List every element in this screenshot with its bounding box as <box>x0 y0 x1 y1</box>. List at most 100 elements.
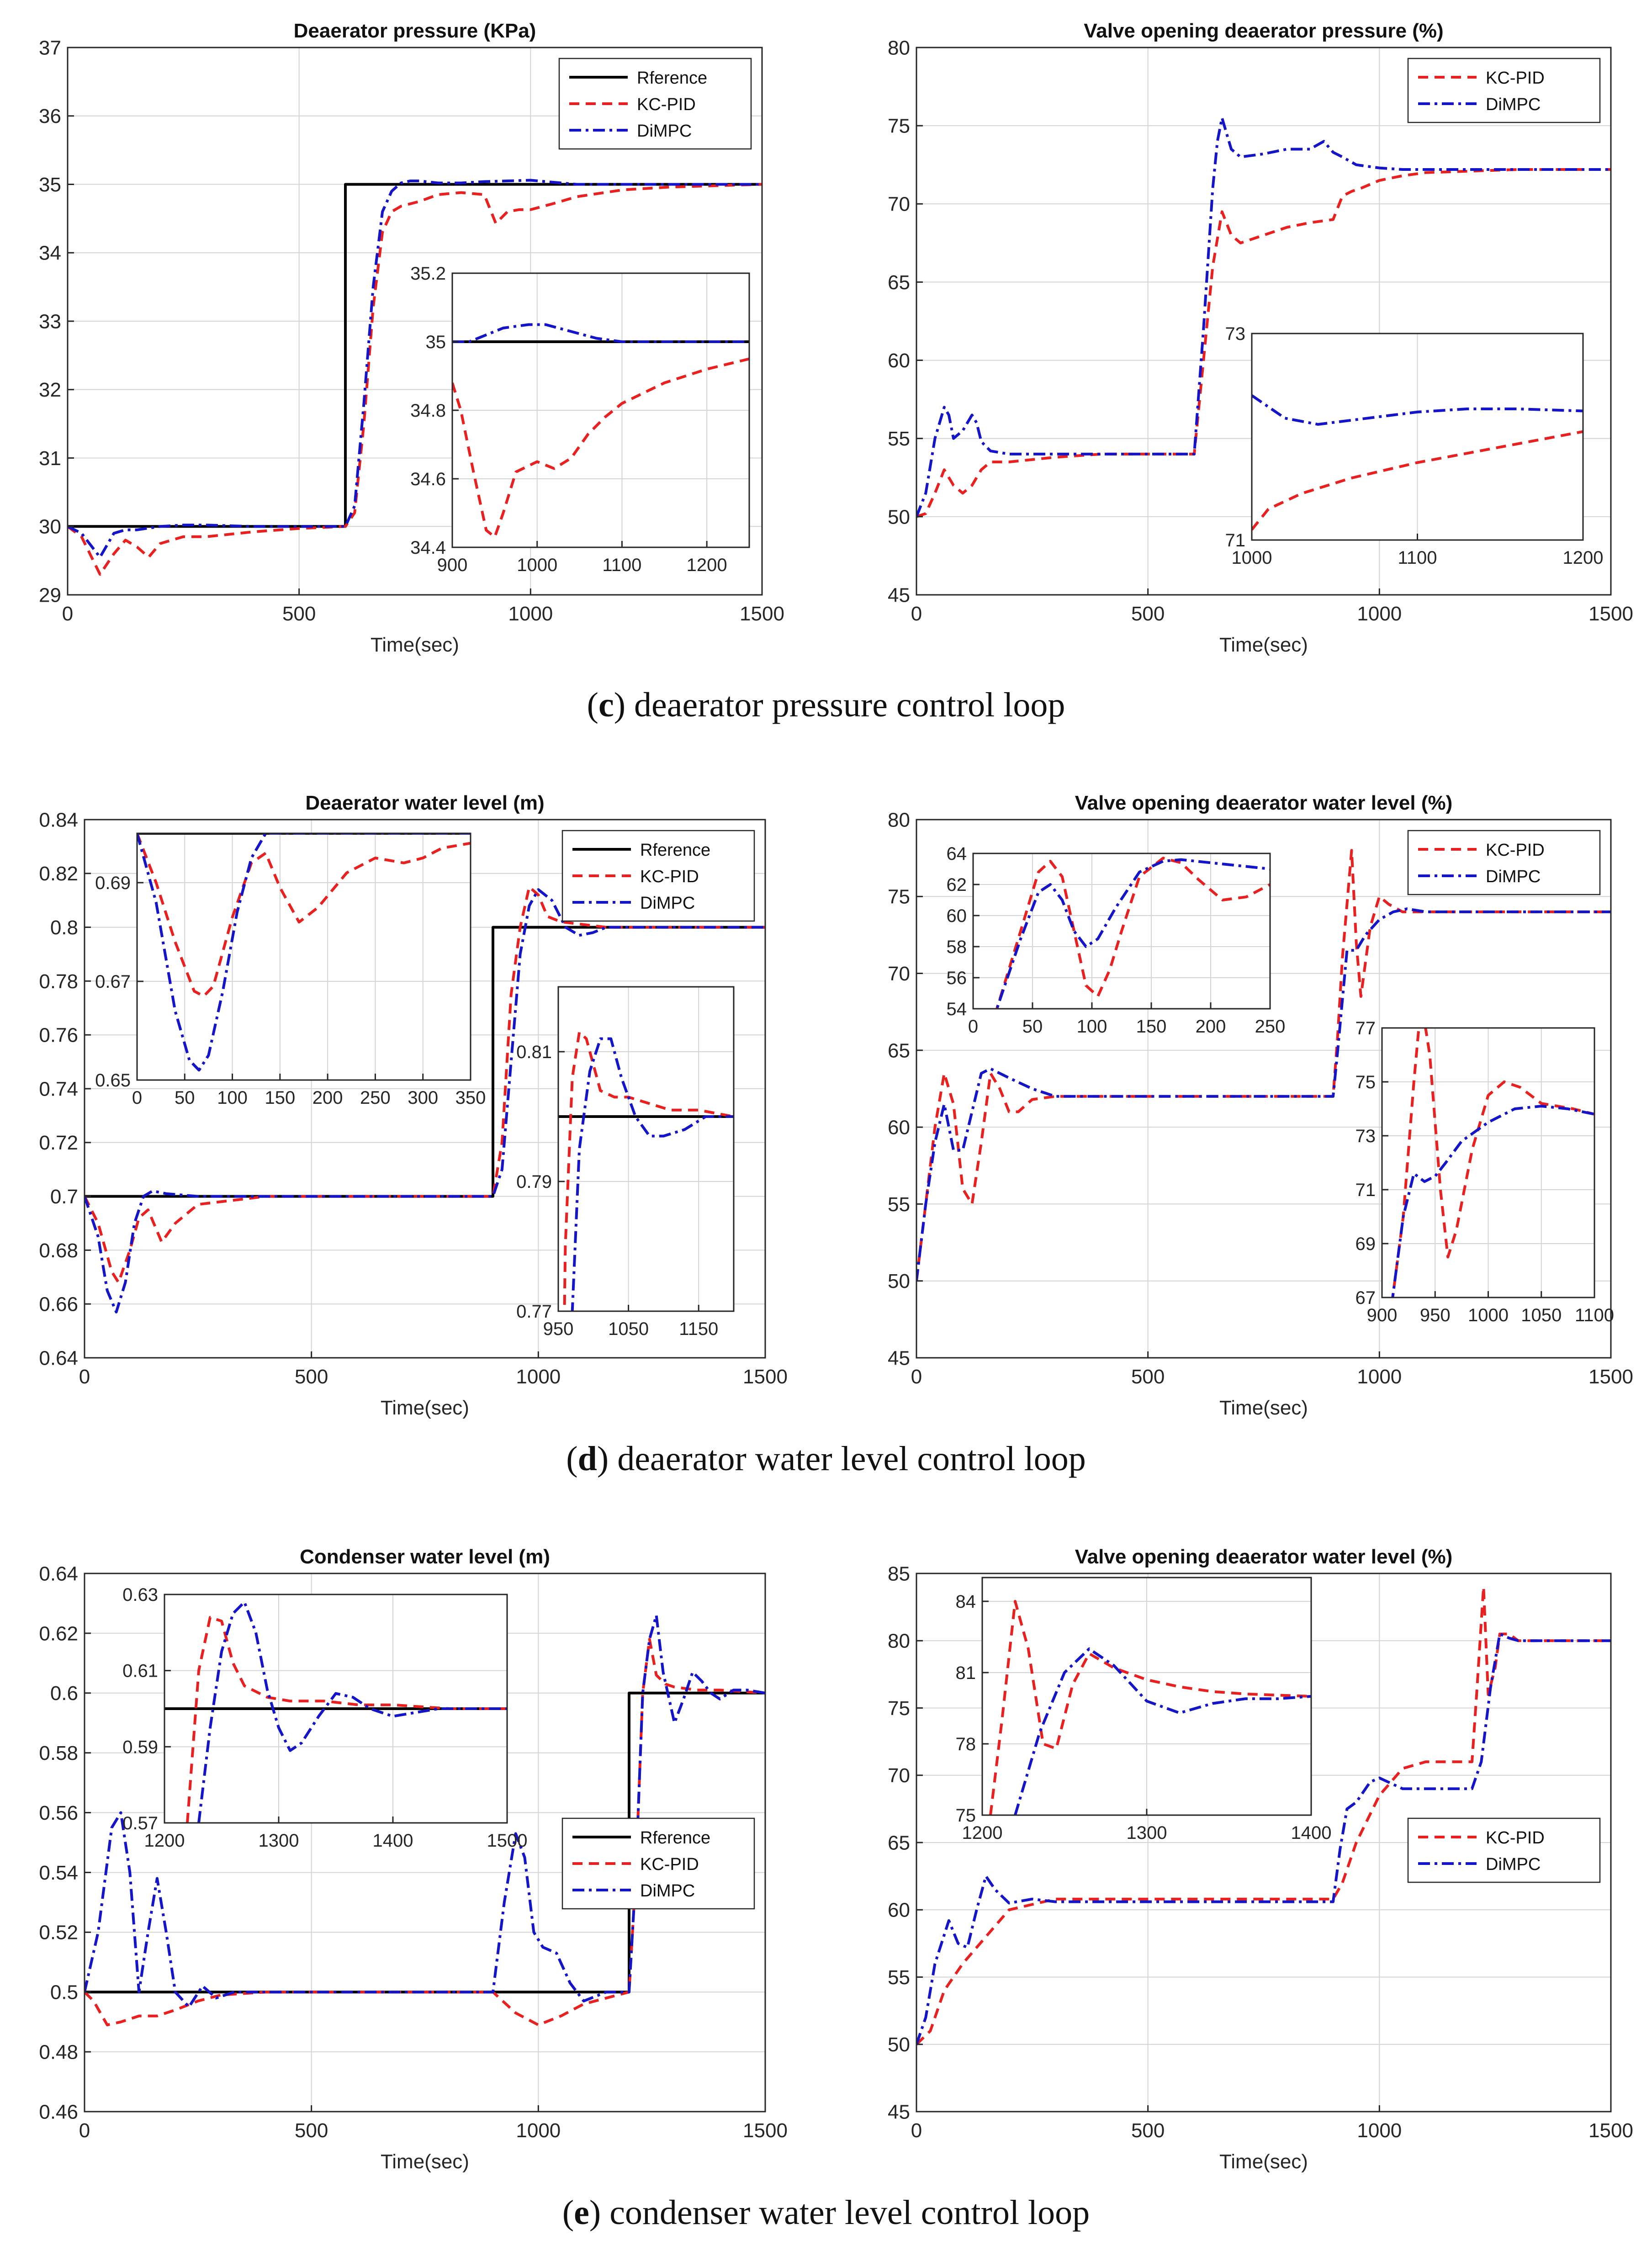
e-left-ytick-label: 0.58 <box>39 1742 78 1764</box>
e-right-ytick-label: 50 <box>888 2034 910 2056</box>
d-right-inset1-xtick-label: 250 <box>1255 1017 1286 1037</box>
c-right-ytick-label: 65 <box>888 271 910 294</box>
c-left-ytick-label: 31 <box>39 447 61 470</box>
c-right-inset1-xtick-label: 1000 <box>1232 548 1272 568</box>
e-left-ytick-label: 0.5 <box>50 1981 78 2004</box>
chart-deaerator-water-level: 0 500 1000 15000.640.660.680.70.720.740.760… <box>39 792 788 1419</box>
d-left-xtick-label: 500 <box>295 1366 328 1388</box>
e-right-ytick-label: 80 <box>888 1630 910 1652</box>
e-left-ytick-label: 0.54 <box>39 1862 78 1884</box>
d-right-inset1-xtick-label: 100 <box>1077 1017 1107 1037</box>
c-right-inset1-series-dimpc <box>1252 394 1583 426</box>
d-left-xlabel: Time(sec) <box>381 1397 469 1419</box>
d-right-inset2-xtick-label: 1000 <box>1468 1305 1509 1325</box>
c-right-inset1-ytick-label: 73 <box>1225 324 1246 344</box>
d-right-inset1-ytick-label: 56 <box>947 968 967 988</box>
e-left-inset1-xtick-label: 1400 <box>373 1831 413 1851</box>
d-left-inset1-xtick-label: 300 <box>408 1088 438 1108</box>
e-left-xtick-label: 0 <box>79 2119 90 2142</box>
d-right-inset1-xtick-label: 150 <box>1136 1017 1167 1037</box>
d-right-inset2-ytick-label: 75 <box>1355 1072 1376 1092</box>
d-left-legend-label-kcpid: KC-PID <box>640 867 699 886</box>
e-left-ytick-label: 0.46 <box>39 2101 78 2123</box>
e-left-ytick-label: 0.52 <box>39 1922 78 1944</box>
d-right-inset2-ytick-label: 69 <box>1355 1234 1376 1254</box>
d-right-inset1-ytick-label: 60 <box>947 906 967 926</box>
c-left-ytick-label: 35 <box>39 174 61 196</box>
caption-c: (c) deaerator pressure control loop <box>587 686 1065 724</box>
e-right-ytick-label: 45 <box>888 2101 910 2123</box>
c-left-inset1-series-kcpid <box>452 357 749 539</box>
c-right-ytick-label: 45 <box>888 584 910 606</box>
d-left-ytick-label: 0.64 <box>39 1347 78 1369</box>
caption-e-letter: e <box>574 2193 589 2232</box>
c-left-series-kcpid <box>68 183 762 576</box>
e-right-xtick-label: 1500 <box>1588 2119 1633 2142</box>
chart-deaerator-pressure: 0 500 1000 1500 29 30 31 32 33 34 35 36 37 Deaerator … <box>39 20 784 656</box>
d-left-inset1-plot-area <box>137 833 471 1080</box>
d-left-inset1-xtick-label: 0 <box>132 1088 142 1108</box>
e-left-inset1-series-dimpc <box>197 1600 507 1823</box>
c-right-ytick-label: 80 <box>888 37 910 59</box>
d-right-legend-label-dimpc: DiMPC <box>1486 867 1541 886</box>
e-left-inset1-xtick-label: 1200 <box>144 1831 185 1851</box>
c-right-inset1-ytick-label: 71 <box>1225 530 1246 551</box>
c-right-inset1-xtick-label: 1200 <box>1563 548 1604 568</box>
d-right-legend-label-kcpid: KC-PID <box>1486 841 1545 860</box>
c-left-inset1-ytick-label: 35.2 <box>410 264 446 284</box>
d-left-inset1-ytick-label: 0.67 <box>95 972 131 992</box>
d-left-inset2-plot-area <box>558 987 734 1311</box>
c-right-xtick-label: 1500 <box>1588 603 1633 625</box>
e-left-xtick-label: 500 <box>295 2119 328 2142</box>
e-right-ytick-label: 75 <box>888 1697 910 1720</box>
c-left-inset1-series-dimpc <box>452 323 749 343</box>
caption-c-text: deaerator pressure control loop <box>634 686 1065 724</box>
d-left-inset2-ytick-label: 0.79 <box>516 1172 552 1192</box>
d-left-inset2-series-kcpid <box>563 1031 734 1311</box>
chart-valve-opening-deaerator-water-level-e: 0 500 1000 1500 45 50 55 60 65 70 75 80 85 Valve open… <box>888 1546 1633 2173</box>
c-right-ytick-label: 60 <box>888 350 910 372</box>
d-left-inset2-ytick-label: 0.77 <box>516 1302 552 1322</box>
d-right-series-dimpc <box>916 907 1611 1282</box>
c-left-series-dimpc <box>68 179 762 559</box>
d-left-inset1-series-kcpid <box>137 833 471 998</box>
c-left-inset1-ytick-label: 35 <box>426 332 446 352</box>
c-left-legend-label-kcpid: KC-PID <box>637 95 696 114</box>
d-left-inset2-xtick-label: 1150 <box>679 1319 718 1339</box>
d-right-ytick-label: 50 <box>888 1270 910 1292</box>
d-right-ytick-label: 70 <box>888 963 910 985</box>
d-left-legend-label-dimpc: DiMPC <box>640 894 695 913</box>
d-left-ytick-label: 0.66 <box>39 1293 78 1316</box>
d-right-inset1-series-dimpc <box>995 858 1270 1009</box>
c-left-title: Deaerator pressure (KPa) <box>294 20 536 42</box>
caption-c-letter: c <box>598 686 614 724</box>
e-right-series-dimpc <box>916 1632 1611 2045</box>
d-right-inset1-frame <box>972 853 1271 1010</box>
e-right-ytick-label: 65 <box>888 1832 910 1854</box>
d-right-inset1-ytick-label: 54 <box>947 999 967 1019</box>
e-right-ytick-label: 85 <box>888 1562 910 1585</box>
d-right-inset1-xtick-label: 0 <box>968 1017 978 1037</box>
e-left-ytick-label: 0.6 <box>50 1682 78 1705</box>
c-right-ytick-label: 50 <box>888 506 910 528</box>
c-left-legend-label-reference: Rference <box>637 69 707 88</box>
e-right-inset1-series-dimpc <box>1014 1647 1311 1815</box>
e-left-ytick-label: 0.56 <box>39 1802 78 1824</box>
c-left-xtick-label: 0 <box>62 603 73 625</box>
c-left-ytick-label: 37 <box>39 37 61 59</box>
d-left-inset1-xtick-label: 250 <box>360 1088 391 1108</box>
c-left-legend-label-dimpc: DiMPC <box>637 122 692 141</box>
d-left-ytick-label: 0.84 <box>39 809 78 831</box>
e-right-inset1-ytick-label: 84 <box>956 1592 976 1612</box>
e-left-legend-label-dimpc: DiMPC <box>640 1881 695 1901</box>
d-left-xtick-label: 0 <box>79 1366 90 1388</box>
d-right-title: Valve opening deaerator water level (%) <box>1075 792 1453 814</box>
d-right-ytick-label: 75 <box>888 886 910 908</box>
d-left-series-dimpc <box>85 888 765 1313</box>
c-right-legend <box>1407 58 1601 123</box>
d-left-inset2-xtick-label: 950 <box>543 1319 574 1339</box>
e-right-legend-label-dimpc: DiMPC <box>1486 1855 1541 1874</box>
c-left-ytick-label: 34 <box>39 242 61 265</box>
e-left-series-dimpc <box>85 1614 765 2008</box>
e-right-ytick-label: 55 <box>888 1966 910 1989</box>
